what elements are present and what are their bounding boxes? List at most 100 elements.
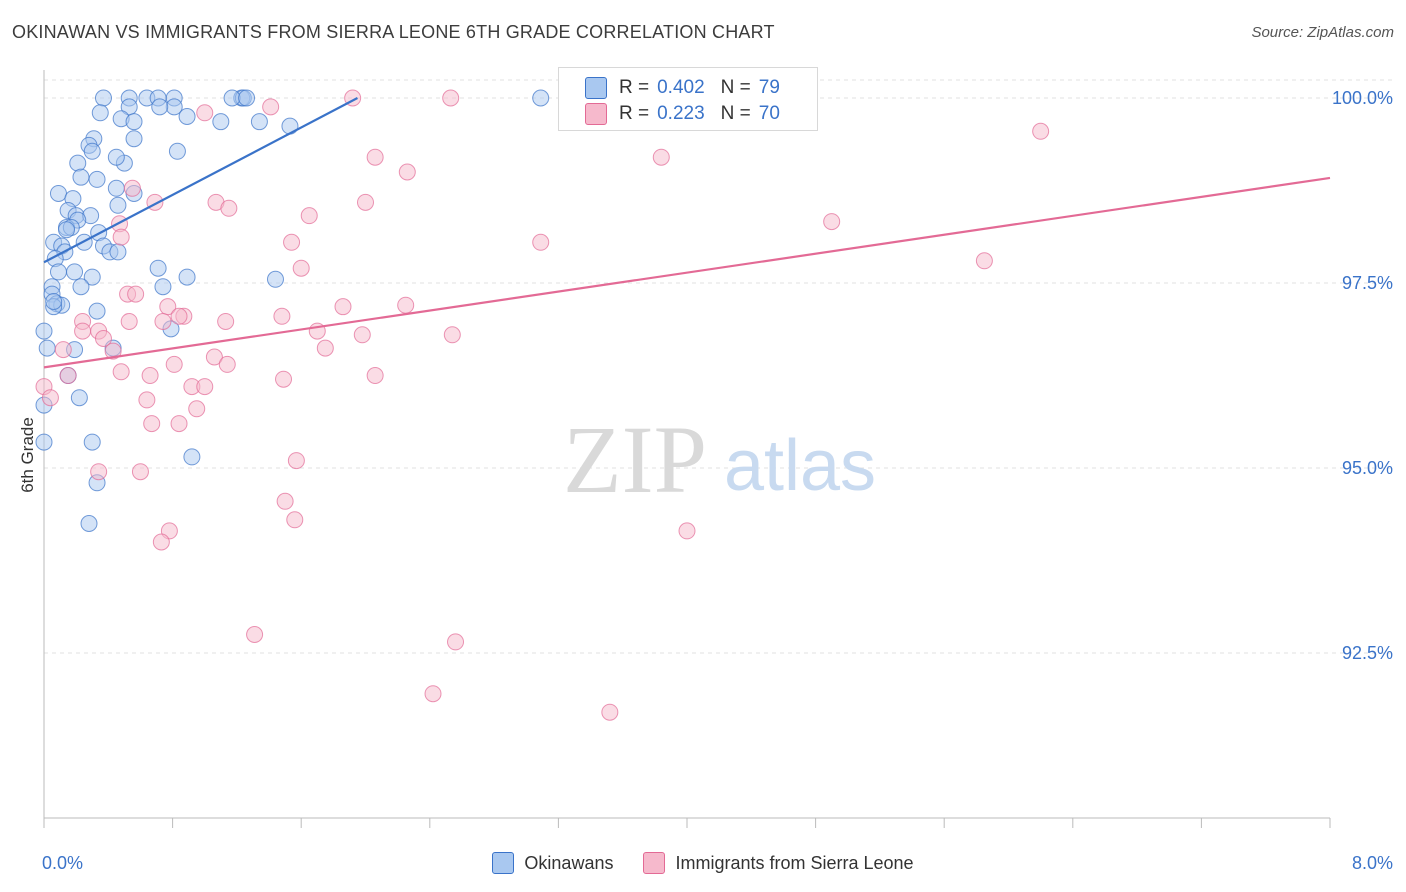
data-point <box>80 515 98 532</box>
y-tick-label: 97.5% <box>1342 273 1393 293</box>
grid-lines <box>44 79 1392 654</box>
legend: Okinawans Immigrants from Sierra Leone <box>0 852 1406 874</box>
y-tick-label: 92.5% <box>1342 643 1393 663</box>
data-point <box>131 463 149 481</box>
legend-swatch-okinawans <box>492 852 515 874</box>
data-point <box>90 463 108 481</box>
data-point <box>220 199 238 217</box>
data-point <box>35 322 53 340</box>
data-point <box>72 278 90 296</box>
data-point <box>109 243 127 261</box>
data-point <box>188 400 206 418</box>
data-point <box>54 341 72 359</box>
data-point <box>196 104 214 122</box>
stats-n-label: N = <box>720 77 751 98</box>
series-okinawans <box>35 89 550 532</box>
data-point <box>532 89 550 107</box>
data-point <box>94 89 112 107</box>
data-point <box>262 98 280 116</box>
y-axis-label: 6th Grade <box>18 417 37 493</box>
data-point <box>165 355 183 373</box>
data-point <box>286 511 304 529</box>
chart-title: OKINAWAN VS IMMIGRANTS FROM SIERRA LEONE… <box>12 22 775 42</box>
data-point <box>151 98 169 116</box>
data-point <box>601 703 619 721</box>
data-point <box>170 307 188 325</box>
data-point <box>83 433 101 451</box>
stats-r-label: R = <box>619 103 650 124</box>
data-point <box>275 370 293 388</box>
data-point <box>168 142 186 160</box>
data-point <box>107 148 125 166</box>
data-point <box>196 378 214 396</box>
data-point <box>91 104 109 122</box>
data-point <box>125 130 143 148</box>
data-point <box>178 268 196 286</box>
data-point <box>975 252 993 270</box>
x-tick-label: 8.0% <box>1352 853 1393 873</box>
data-point <box>88 302 106 320</box>
data-point <box>149 259 167 277</box>
data-point <box>120 312 138 330</box>
data-point <box>212 113 230 131</box>
data-point <box>123 179 141 197</box>
x-tick-label: 0.0% <box>42 853 83 873</box>
data-point <box>104 342 122 360</box>
data-point <box>250 113 268 131</box>
data-point <box>292 259 310 277</box>
data-point <box>170 415 188 433</box>
data-point <box>107 179 125 197</box>
stats-r-label: R = <box>619 77 650 98</box>
data-point <box>353 326 371 344</box>
data-point <box>72 168 90 186</box>
stats-n-label: N = <box>720 103 751 124</box>
data-point <box>41 389 59 407</box>
stats-n-value: 79 <box>758 77 780 98</box>
data-point <box>823 213 841 231</box>
stats-row-sierra-leone: R = 0.223 N = 70 <box>585 100 780 128</box>
data-point <box>678 522 696 540</box>
data-point <box>58 221 76 239</box>
data-point <box>205 348 223 366</box>
legend-label: Okinawans <box>524 852 614 873</box>
stats-swatch-okinawans <box>585 77 607 99</box>
y-tick-labels: 92.5% 95.0% 97.5% 100.0% <box>1332 88 1393 663</box>
data-point <box>300 207 318 225</box>
stats-swatch-sierra-leone <box>585 103 607 125</box>
data-point <box>83 142 101 160</box>
trend-line <box>43 176 1331 369</box>
trend-line <box>43 97 358 264</box>
data-point <box>109 196 127 214</box>
data-point <box>143 415 161 433</box>
data-point <box>49 184 67 202</box>
data-point <box>1032 122 1050 140</box>
data-point <box>397 296 415 314</box>
data-point <box>276 492 294 510</box>
data-point <box>366 367 384 384</box>
data-point <box>178 108 196 125</box>
data-point <box>35 433 53 451</box>
stats-box: R = 0.402 N = 79 R = 0.223 N = 70 <box>558 67 818 131</box>
data-point <box>281 117 299 135</box>
data-point <box>238 89 256 107</box>
data-point <box>66 263 84 281</box>
data-point <box>127 285 145 303</box>
data-point <box>398 163 416 181</box>
watermark-atlas: atlas <box>724 426 876 506</box>
legend-item-okinawans[interactable]: Okinawans <box>492 852 613 874</box>
data-point <box>138 391 156 409</box>
legend-item-sierra-leone[interactable]: Immigrants from Sierra Leone <box>643 852 914 874</box>
data-point <box>152 533 170 551</box>
data-point <box>218 355 236 373</box>
data-point <box>246 626 264 643</box>
data-point <box>652 148 670 166</box>
data-point <box>154 278 172 296</box>
y-tick-label: 100.0% <box>1332 88 1393 108</box>
data-point <box>183 448 201 466</box>
data-point <box>88 170 106 188</box>
data-point <box>287 452 305 470</box>
data-point <box>154 312 172 330</box>
legend-label: Immigrants from Sierra Leone <box>675 852 914 873</box>
data-point <box>443 326 461 344</box>
